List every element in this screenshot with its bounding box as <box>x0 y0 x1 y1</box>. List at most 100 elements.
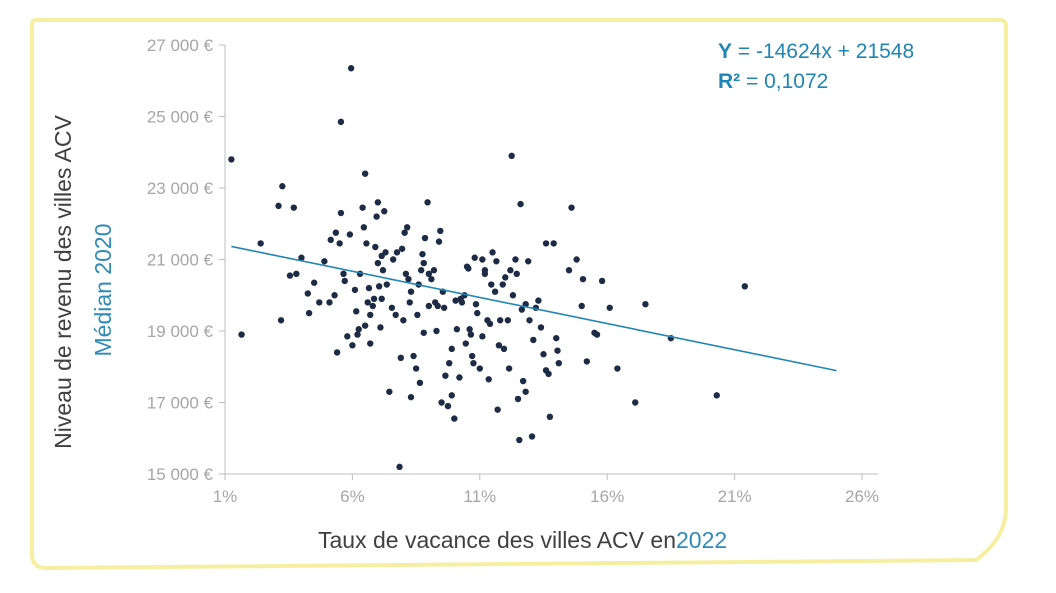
data-point <box>363 240 370 247</box>
data-point <box>340 270 347 277</box>
data-point <box>474 309 481 317</box>
data-point <box>614 365 621 372</box>
data-point <box>500 345 508 353</box>
data-point <box>327 236 334 244</box>
data-point <box>535 297 542 304</box>
data-point <box>349 342 356 349</box>
data-point <box>519 377 527 385</box>
data-point <box>354 331 361 338</box>
data-point <box>494 406 501 413</box>
data-point <box>522 388 529 395</box>
data-point <box>481 270 489 277</box>
data-point <box>400 317 407 324</box>
data-point <box>471 254 478 261</box>
equation-text: Y = -14624x + 21548 <box>718 40 914 63</box>
data-point <box>419 250 426 258</box>
x-tick-label: 21% <box>718 487 752 506</box>
data-point <box>466 326 473 333</box>
y-axis-title: Niveau de revenu des villes ACV <box>50 115 76 449</box>
data-point <box>383 281 390 288</box>
data-point <box>304 290 312 297</box>
x-tick-label: 26% <box>845 487 879 506</box>
data-point <box>279 183 286 190</box>
data-point <box>402 270 410 277</box>
data-point <box>593 331 601 338</box>
data-point <box>326 299 333 306</box>
data-point <box>290 204 297 211</box>
data-point <box>598 277 606 285</box>
data-point <box>379 267 387 274</box>
data-point <box>374 259 382 267</box>
data-point <box>573 256 580 263</box>
data-point <box>451 415 458 422</box>
data-point <box>406 299 413 306</box>
data-point <box>555 359 562 367</box>
data-point <box>458 299 466 306</box>
data-point <box>476 365 483 372</box>
data-point <box>370 295 378 303</box>
data-point <box>401 229 408 236</box>
data-point <box>488 281 495 288</box>
data-point <box>346 231 354 238</box>
data-point <box>364 299 371 306</box>
y-tick-label: 21 000 € <box>147 251 214 270</box>
data-point <box>438 399 445 406</box>
data-point <box>336 240 343 247</box>
data-point <box>568 204 575 211</box>
y-tick-label: 15 000 € <box>147 465 214 484</box>
data-point <box>412 365 420 372</box>
data-point <box>505 365 513 372</box>
data-point <box>493 258 500 265</box>
data-point <box>470 359 477 367</box>
data-point <box>316 299 323 306</box>
data-point <box>414 311 421 319</box>
data-point <box>337 118 345 126</box>
data-point <box>420 329 427 336</box>
data-point <box>403 224 411 231</box>
data-point <box>489 249 496 256</box>
data-point <box>293 270 300 277</box>
y-tick-label: 19 000 € <box>147 322 214 341</box>
data-point <box>372 243 379 251</box>
data-point <box>545 370 552 378</box>
y-tick-label: 17 000 € <box>147 394 214 413</box>
data-point <box>341 277 348 285</box>
data-point <box>578 302 585 310</box>
x-tick-label: 11% <box>463 487 496 506</box>
data-point <box>434 302 441 310</box>
data-point <box>386 388 393 395</box>
data-point <box>565 267 573 274</box>
data-point <box>435 238 443 245</box>
data-point <box>375 283 383 290</box>
x-tick-label: 1% <box>213 487 238 506</box>
data-point <box>378 295 385 303</box>
data-point <box>305 309 313 317</box>
y-tick-label: 27 000 € <box>147 36 214 55</box>
data-point <box>286 272 294 279</box>
data-point <box>361 322 369 329</box>
data-point <box>472 300 480 308</box>
x-axis-title: Taux de vacance des villes ACV en2022 <box>318 527 727 553</box>
data-point <box>502 274 509 281</box>
trendline <box>231 245 837 372</box>
data-point <box>583 358 591 365</box>
data-point <box>275 202 282 210</box>
data-point <box>465 265 472 272</box>
data-point <box>425 270 433 277</box>
data-point <box>485 376 492 383</box>
y-axis-subtitle: Médian 2020 <box>90 224 116 357</box>
data-point <box>462 340 469 347</box>
trendline-group <box>231 245 837 372</box>
data-point <box>381 208 388 215</box>
data-point <box>444 402 452 410</box>
data-point <box>367 311 374 319</box>
data-point <box>424 199 431 206</box>
data-point <box>344 333 351 340</box>
data-point <box>528 433 536 440</box>
data-point <box>554 347 561 354</box>
data-point <box>332 229 340 236</box>
data-point <box>407 393 415 401</box>
data-point <box>546 413 554 420</box>
data-point <box>468 352 476 360</box>
